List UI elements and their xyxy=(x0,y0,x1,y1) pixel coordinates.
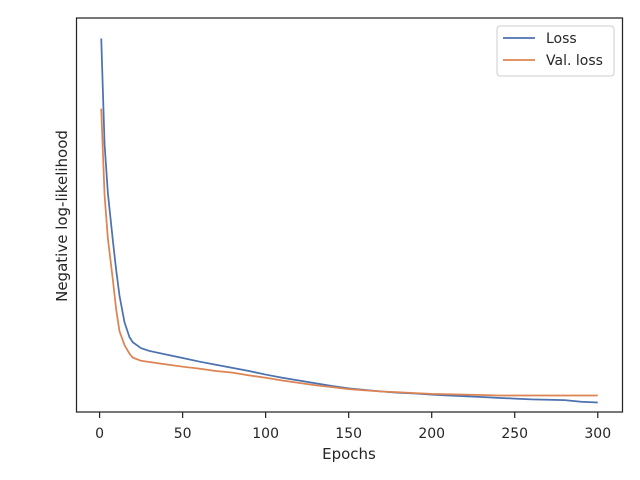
x-tick-label-300: 300 xyxy=(584,426,611,442)
x-tick-label-200: 200 xyxy=(418,426,445,442)
x-tick-label-100: 100 xyxy=(252,426,279,442)
legend: Loss Val. loss xyxy=(496,25,615,77)
x-tick-label-50: 50 xyxy=(174,426,192,442)
x-axis-ticks: 0 50 100 150 200 250 300 xyxy=(95,412,611,442)
series-line-val-loss xyxy=(100,108,598,397)
x-tick-label-0: 0 xyxy=(95,426,104,442)
series-layer xyxy=(100,38,598,404)
y-axis-label: Negative log-likelihood xyxy=(53,130,71,302)
series-line-loss xyxy=(100,38,598,404)
legend-label-loss: Loss xyxy=(546,31,577,47)
x-tick-label-150: 150 xyxy=(335,426,362,442)
legend-label-val-loss: Val. loss xyxy=(546,53,603,69)
x-tick-label-250: 250 xyxy=(501,426,528,442)
x-axis-label: Epochs xyxy=(322,445,376,463)
plot-frame xyxy=(75,17,624,413)
